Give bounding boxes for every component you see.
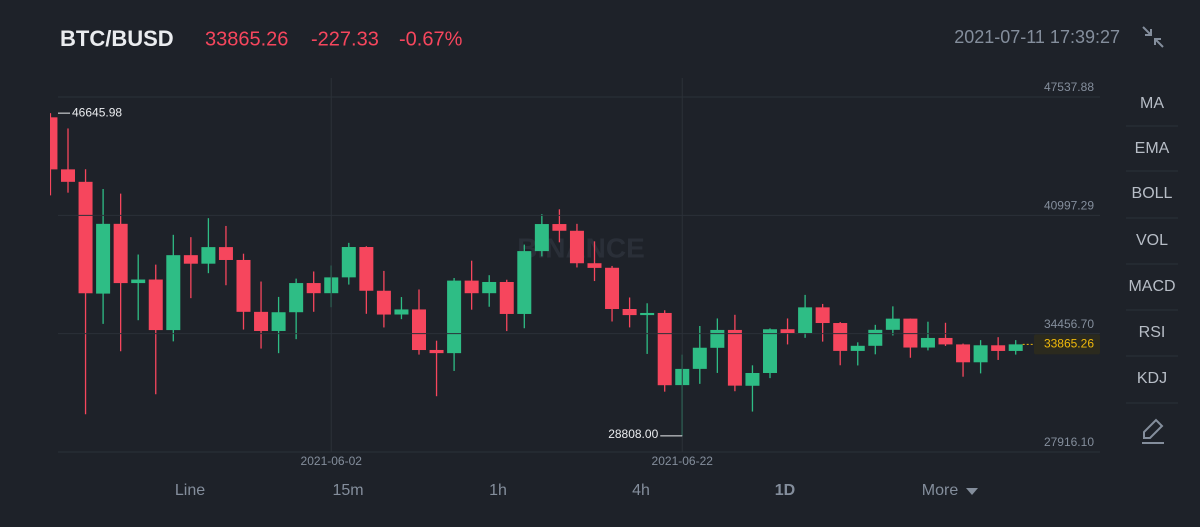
candle-body <box>218 247 233 260</box>
indicator-button[interactable]: MA <box>1140 95 1164 112</box>
candle-body <box>359 247 374 291</box>
candle-body <box>236 259 251 312</box>
indicator-button[interactable]: MACD <box>1128 278 1175 295</box>
draw-icon[interactable] <box>1142 418 1164 444</box>
candle-body <box>780 329 795 333</box>
candle-body <box>973 345 988 363</box>
candle-body <box>868 329 883 346</box>
candle-body <box>640 312 655 316</box>
symbol[interactable]: BTC/BUSD <box>60 26 174 51</box>
candle-body <box>798 307 813 333</box>
candle-body <box>271 312 286 331</box>
last-price-box <box>1034 334 1100 355</box>
candle-body <box>587 263 602 268</box>
x-tick-label: 2021-06-22 <box>652 454 714 468</box>
candle-body <box>166 255 181 331</box>
candle-body <box>622 309 637 316</box>
change: -227.33 <box>311 28 379 50</box>
candle-body <box>148 279 163 331</box>
candle-body <box>447 280 462 354</box>
timeframe-button[interactable]: 1D <box>775 482 795 499</box>
y-tick-label: 40997.29 <box>1044 199 1094 213</box>
x-tick-label: 2021-06-02 <box>301 454 363 468</box>
timeframe-button[interactable]: 15m <box>332 482 363 499</box>
collapse-icon[interactable] <box>1142 26 1164 48</box>
candle-body <box>605 267 620 310</box>
time: 2021-07-11 17:39:27 <box>954 27 1120 47</box>
timeframe-button[interactable]: 1h <box>489 482 507 499</box>
candle-body <box>201 247 216 264</box>
y-tick-label: 27916.10 <box>1044 435 1094 449</box>
timeframe-button[interactable]: 4h <box>632 482 650 499</box>
y-tick-label: 47537.88 <box>1044 80 1094 94</box>
candle-body <box>78 181 93 294</box>
last-price-label: 33865.26 <box>1044 337 1094 351</box>
indicator-button[interactable]: RSI <box>1139 324 1166 341</box>
candle-body <box>517 251 532 314</box>
candle-body <box>569 230 584 264</box>
candle-body <box>534 224 549 252</box>
price: 33865.26 <box>205 28 288 50</box>
candle-body <box>1008 344 1023 351</box>
candle-body <box>412 309 426 351</box>
more-arrow <box>966 488 978 495</box>
candle-body <box>131 279 146 284</box>
candle-body <box>306 283 321 294</box>
timeframe-button[interactable]: Line <box>175 482 205 499</box>
candle-body <box>710 329 725 348</box>
candle-body <box>50 117 58 170</box>
candle-body <box>341 247 356 278</box>
candle-body <box>254 311 269 331</box>
candle-body <box>850 345 865 351</box>
candle-body <box>815 307 830 324</box>
candle-body <box>885 318 900 330</box>
plot <box>50 113 1023 436</box>
candle-body <box>499 281 514 314</box>
candle-body <box>938 337 953 345</box>
candle-body <box>763 329 777 373</box>
candle-body <box>833 323 848 351</box>
candle-body <box>991 345 1006 351</box>
candle-body <box>394 309 409 315</box>
candle-body <box>920 337 935 348</box>
candle-body <box>657 312 672 386</box>
candle-body <box>289 283 304 313</box>
candle-body <box>183 255 198 264</box>
indicator-button[interactable]: EMA <box>1135 140 1170 157</box>
candle-body <box>376 290 391 315</box>
candle-body <box>903 318 918 348</box>
indicator-button[interactable]: KDJ <box>1137 370 1167 387</box>
candle-body <box>464 280 479 294</box>
candle-body <box>482 281 497 294</box>
min-label: 28808.00 <box>608 427 658 441</box>
candle-body <box>113 223 128 284</box>
candle-body <box>552 224 567 231</box>
candle-body <box>61 169 75 182</box>
candle-body <box>692 347 707 369</box>
candle-body <box>96 223 111 294</box>
candle-body <box>429 349 444 354</box>
indicator-button[interactable]: BOLL <box>1132 185 1173 202</box>
timeframe-button[interactable]: More <box>922 482 959 499</box>
candle-body <box>727 329 742 386</box>
change-percent: -0.67% <box>399 28 463 50</box>
candle-body <box>956 344 971 363</box>
max-label: 46645.98 <box>72 105 122 119</box>
candle-body <box>745 372 760 386</box>
y-tick-label: 34456.70 <box>1044 317 1094 331</box>
indicator-button[interactable]: VOL <box>1136 232 1168 249</box>
